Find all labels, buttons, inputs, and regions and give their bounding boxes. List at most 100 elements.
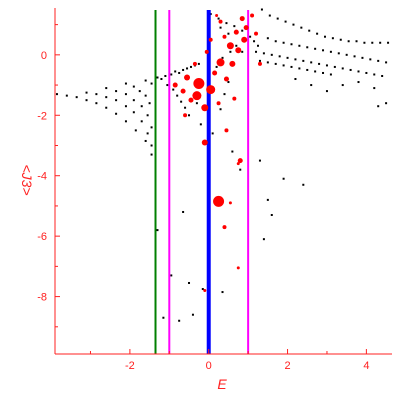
black-point [270,213,273,216]
red-point [216,101,221,106]
x-axis-label: E [217,376,227,392]
black-point [284,20,287,23]
black-point [219,26,222,29]
black-point [282,64,285,67]
black-point [124,105,127,108]
black-point [377,105,380,108]
black-point [225,22,228,25]
black-point [290,43,293,46]
red-point [235,47,242,54]
black-point [241,29,244,32]
black-point [124,120,127,123]
black-point [132,99,135,102]
black-point [132,111,135,114]
red-point [201,139,208,146]
black-point [325,90,328,93]
black-point [150,144,153,147]
black-point [166,84,169,87]
black-point [282,177,285,180]
black-point [274,62,277,65]
black-point [365,71,368,74]
y-axis-label: <J3> [19,164,35,195]
black-point [235,44,238,47]
y-tick-label: -4 [37,171,47,183]
black-point [182,210,185,213]
black-point [310,61,313,64]
black-point [266,61,269,64]
black-point [292,23,295,26]
black-point [178,319,181,322]
black-point [162,316,165,319]
black-point [355,40,358,43]
black-point [223,93,226,96]
red-point [237,158,243,164]
black-point [191,313,194,316]
black-point [85,99,88,102]
black-point [262,238,265,241]
red-point [193,78,205,90]
black-point [105,96,108,99]
vertical-reference-lines [154,10,250,354]
black-point [217,17,220,20]
black-point [349,68,352,71]
red-point [216,58,225,67]
black-point [138,90,141,93]
red-point [183,113,188,118]
red-point [222,225,227,230]
black-point [180,100,183,103]
red-point [243,25,249,31]
black-point [361,56,364,59]
black-point [189,65,192,68]
black-point [387,41,390,44]
black-point [276,17,279,20]
red-point [257,61,262,66]
red-point [208,37,213,42]
black-point [302,183,305,186]
black-point [219,108,222,111]
black-point [95,93,98,96]
red-point [229,60,236,67]
black-point [227,32,230,35]
black-point [322,49,325,52]
red-point [232,96,237,101]
red-point [222,34,227,39]
black-point [65,94,68,97]
black-point [95,102,98,105]
black-point [268,14,271,17]
x-tick-label: -2 [125,360,135,372]
black-point [221,291,224,294]
black-point [294,78,297,81]
red-point [180,88,186,94]
black-point [184,106,187,109]
red-point [228,201,232,205]
black-point [316,32,319,35]
black-point [146,114,149,117]
black-point [306,46,309,49]
black-point [323,35,326,38]
black-point [286,56,289,59]
black-point [278,55,281,58]
red-point [201,104,209,112]
black-point [357,70,360,73]
black-point [124,82,127,85]
black-point [221,56,224,59]
black-point [144,139,147,142]
red-point [233,29,239,35]
y-tick-label: -8 [37,292,47,304]
black-point [150,82,153,85]
black-point [347,40,350,43]
red-point [226,42,234,50]
black-point [385,61,388,64]
red-point [254,31,259,36]
black-point [249,35,252,38]
black-point [306,68,309,71]
black-point [274,40,277,43]
black-point [115,112,118,115]
black-point [258,59,261,62]
black-point [379,41,382,44]
red-point [236,162,240,166]
black-point [253,40,256,43]
y-tick-label: -6 [37,231,47,243]
black-point [144,94,147,97]
black-point [373,73,376,76]
